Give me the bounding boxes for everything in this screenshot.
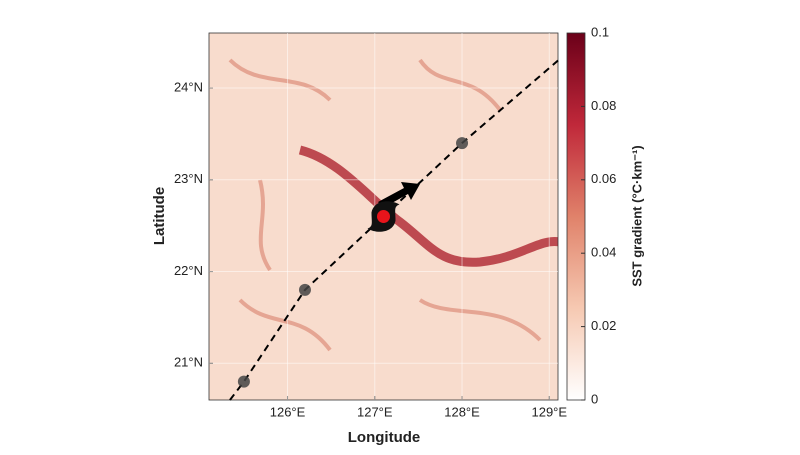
colorbar-tick-label: 0.1 [591,24,609,39]
colorbar-tick-label: 0.06 [591,171,616,186]
colorbar [566,32,586,401]
x-tick-label: 128°E [444,404,480,419]
colorbar-tick-label: 0.02 [591,318,616,333]
y-axis-label: Latitude [151,187,168,245]
plot-frame [208,32,559,401]
y-tick-label: 24°N [174,79,203,94]
x-tick-label: 127°E [357,404,393,419]
position-marker [298,283,311,296]
y-tick-label: 21°N [174,355,203,370]
colorbar-tick-label: 0.04 [591,245,616,260]
colorbar-tick-label: 0 [591,391,598,406]
x-tick-label: 129°E [531,404,567,419]
position-marker [456,137,469,150]
y-tick-label: 23°N [174,171,203,186]
y-tick-label: 22°N [174,263,203,278]
x-tick-label: 126°E [270,404,306,419]
typhoon-center [377,210,390,223]
colorbar-tick-label: 0.08 [591,98,616,113]
position-marker [237,375,250,388]
x-axis-label: Longitude [348,429,420,446]
colorbar-label: SST gradient (°C·km⁻¹) [629,145,644,286]
